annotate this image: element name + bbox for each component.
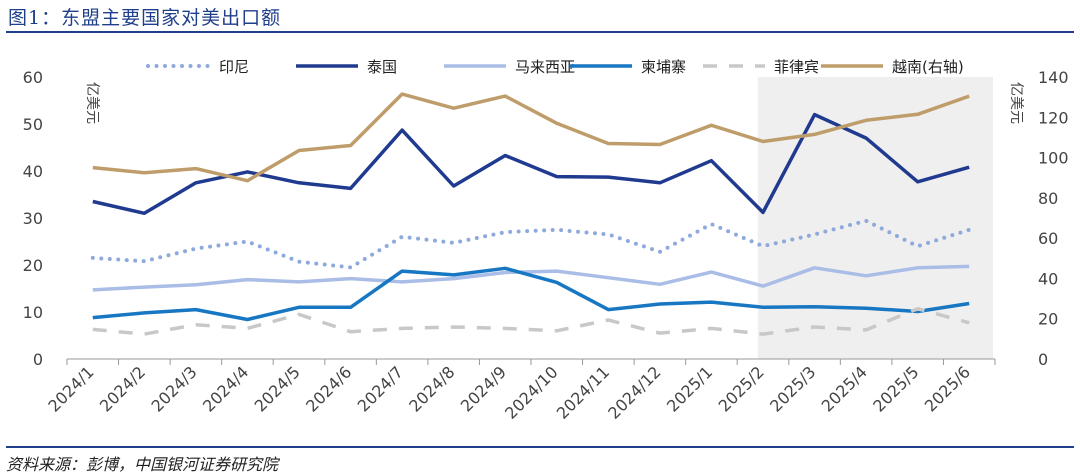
y-left-tick-label: 20 [23, 256, 43, 275]
x-tick-label: 2025/2 [715, 362, 768, 415]
y-left-tick-label: 30 [23, 209, 43, 228]
y-right-tick-label: 100 [1038, 149, 1069, 168]
legend-label-6: 越南(右轴) [892, 58, 964, 76]
y-right-tick-label: 0 [1038, 350, 1048, 369]
y-right-tick-label: 40 [1038, 269, 1058, 288]
x-tick-label: 2025/6 [921, 362, 974, 415]
x-tick-label: 2024/5 [251, 362, 304, 415]
y-right-tick-label: 140 [1038, 68, 1069, 87]
shaded-region [757, 77, 993, 359]
y-right-tick-label: 120 [1038, 108, 1069, 127]
x-tick-label: 2025/4 [818, 362, 871, 415]
series-layer [90, 92, 972, 336]
y-left-unit-label: 亿美元 [84, 82, 100, 124]
x-tick-label: 2024/4 [199, 362, 252, 415]
legend-label-5: 菲律宾 [774, 58, 819, 76]
x-tick-label: 2024/2 [96, 362, 149, 415]
series-line-4 [92, 266, 970, 322]
y-left-tick-label: 60 [23, 68, 43, 87]
series-line-5 [92, 306, 970, 336]
legend: 印尼 泰国 马来西亚 柬埔寨 菲律宾 越南(右轴) [146, 58, 964, 76]
source-note: 资料来源：彭博，中国银河证券研究院 [6, 455, 279, 474]
x-tick-label: 2024/8 [405, 362, 458, 415]
x-tick-label: 2025/5 [869, 362, 922, 415]
x-tick-label: 2024/1 [44, 362, 97, 415]
x-tick-label: 2024/3 [147, 362, 200, 415]
figure-title: 图1：东盟主要国家对美出口额 [8, 7, 282, 29]
y-left-tick-label: 0 [33, 350, 43, 369]
x-tick-label: 2024/10 [501, 362, 561, 422]
series-line-6 [92, 92, 970, 183]
series-line-2 [92, 112, 970, 216]
y-right-tick-label: 80 [1038, 189, 1058, 208]
x-tick-label: 2024/11 [553, 362, 613, 422]
y-left-tick-label: 40 [23, 162, 43, 181]
legend-label-3: 马来西亚 [515, 58, 575, 76]
y-right-unit-label: 亿美元 [1008, 82, 1024, 124]
x-tick-label: 2025/3 [766, 362, 819, 415]
y-right-tick-label: 60 [1038, 229, 1058, 248]
legend-label-1: 印尼 [219, 58, 249, 76]
source-rule [6, 446, 1074, 448]
line-chart: 2024/12024/22024/32024/42024/52024/62024… [23, 58, 1069, 423]
x-tick-label: 2024/7 [354, 362, 407, 415]
y-left-tick-label: 50 [23, 115, 43, 134]
title-rule [6, 31, 1074, 33]
legend-label-4: 柬埔寨 [641, 58, 686, 76]
x-tick-label: 2025/1 [663, 362, 716, 415]
shaded-region-layer [757, 77, 993, 359]
y-right-tick-label: 20 [1038, 310, 1058, 329]
x-tick-label: 2024/6 [302, 362, 355, 415]
y-left-tick-label: 10 [23, 303, 43, 322]
x-tick-label: 2024/12 [604, 362, 664, 422]
legend-label-2: 泰国 [367, 58, 397, 76]
series-line-3 [92, 264, 970, 292]
